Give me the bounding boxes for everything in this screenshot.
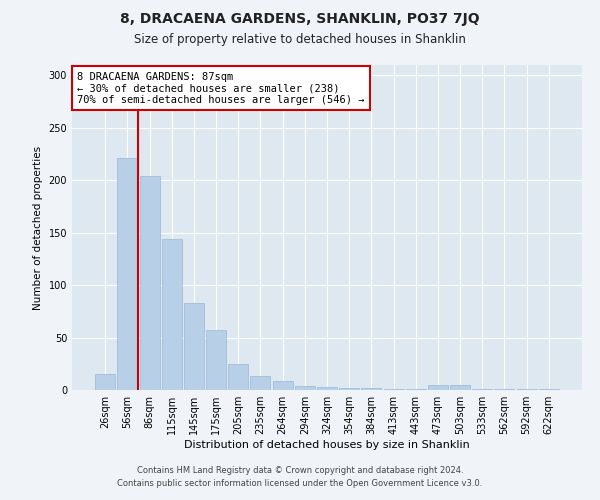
Bar <box>184 303 204 390</box>
Text: Size of property relative to detached houses in Shanklin: Size of property relative to detached ho… <box>134 32 466 46</box>
Bar <box>228 364 248 390</box>
Bar <box>317 387 337 390</box>
Bar <box>428 385 448 390</box>
Bar <box>406 389 426 390</box>
Bar <box>250 376 271 390</box>
Bar <box>140 176 160 390</box>
Bar <box>539 389 559 390</box>
Bar <box>272 380 293 390</box>
Bar <box>339 388 359 390</box>
Text: 8 DRACAENA GARDENS: 87sqm
← 30% of detached houses are smaller (238)
70% of semi: 8 DRACAENA GARDENS: 87sqm ← 30% of detac… <box>77 72 365 104</box>
Bar <box>494 389 514 390</box>
Text: 8, DRACAENA GARDENS, SHANKLIN, PO37 7JQ: 8, DRACAENA GARDENS, SHANKLIN, PO37 7JQ <box>120 12 480 26</box>
Bar <box>517 389 536 390</box>
Bar <box>295 386 315 390</box>
Bar <box>162 239 182 390</box>
X-axis label: Distribution of detached houses by size in Shanklin: Distribution of detached houses by size … <box>184 440 470 450</box>
Bar <box>95 374 115 390</box>
Text: Contains HM Land Registry data © Crown copyright and database right 2024.
Contai: Contains HM Land Registry data © Crown c… <box>118 466 482 487</box>
Bar <box>361 388 382 390</box>
Bar <box>450 385 470 390</box>
Bar <box>118 158 137 390</box>
Bar <box>383 389 404 390</box>
Bar <box>472 389 492 390</box>
Bar <box>206 330 226 390</box>
Y-axis label: Number of detached properties: Number of detached properties <box>33 146 43 310</box>
